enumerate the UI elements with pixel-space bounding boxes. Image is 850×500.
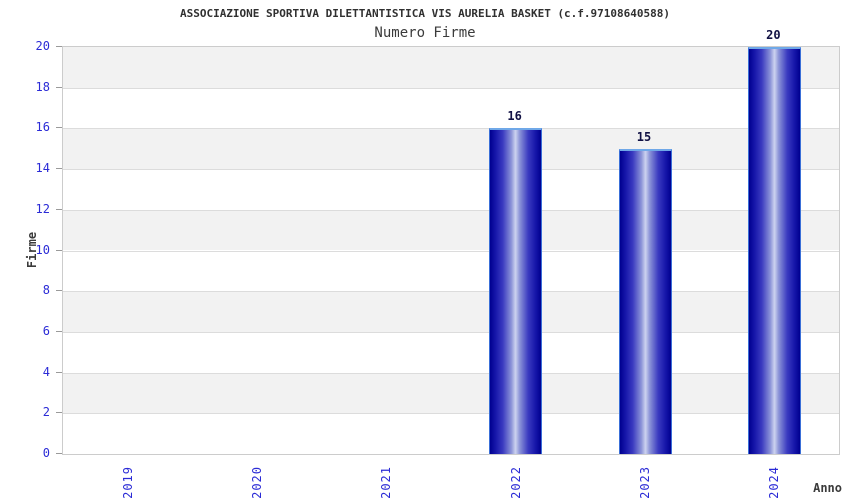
- y-tick-label-6: 6: [42, 323, 50, 338]
- x-tick-label-2021: 2021: [379, 466, 394, 499]
- y-tick-label-20: 20: [35, 39, 50, 53]
- bar-value-2024: 20: [766, 28, 781, 42]
- y-tick-mark-16: [56, 127, 62, 129]
- x-tick-label-2022: 2022: [508, 466, 523, 499]
- y-tick-label-8: 8: [42, 283, 50, 298]
- x-tick-label-2023: 2023: [638, 466, 652, 499]
- y-tick-mark-8: [56, 290, 62, 292]
- plot-band: [63, 128, 839, 170]
- y-tick-mark-2: [56, 412, 62, 414]
- bar-2022[interactable]: [489, 128, 543, 454]
- plot-band: [63, 209, 839, 251]
- y-tick-label-18: 18: [35, 79, 50, 94]
- y-tick-mark-14: [56, 168, 62, 170]
- y-tick-mark-6: [56, 330, 62, 332]
- y-tick-label-14: 14: [35, 161, 50, 176]
- plot-area: [62, 46, 840, 455]
- plot-band: [63, 372, 839, 414]
- y-tick-label-16: 16: [35, 120, 50, 135]
- gridline: [63, 88, 839, 89]
- chart-subtitle: Numero Firme: [374, 25, 476, 41]
- gridline: [63, 169, 839, 170]
- gridline: [63, 291, 839, 292]
- x-tick-label-2019: 2019: [120, 466, 135, 499]
- bar-value-2022: 16: [507, 109, 522, 124]
- gridline: [63, 128, 839, 129]
- plot-band: [63, 291, 839, 332]
- y-tick-mark-0: [56, 453, 62, 454]
- y-tick-label-12: 12: [35, 201, 50, 216]
- bar-value-2023: 15: [636, 129, 652, 144]
- y-tick-mark-18: [56, 86, 62, 88]
- y-tick-label-4: 4: [42, 364, 50, 379]
- y-tick-mark-4: [56, 371, 62, 373]
- x-tick-label-2020: 2020: [250, 466, 264, 499]
- gridline: [63, 251, 839, 252]
- y-tick-mark-20: [56, 46, 62, 47]
- y-tick-mark-10: [56, 249, 62, 251]
- x-axis-title: Anno: [813, 481, 842, 495]
- gridline: [63, 210, 839, 211]
- y-tick-label-2: 2: [42, 405, 50, 420]
- gridline: [63, 332, 839, 333]
- y-tick-label-10: 10: [35, 242, 50, 257]
- bar-2023[interactable]: [618, 148, 672, 454]
- plot-band: [63, 47, 839, 88]
- chart-title: ASSOCIAZIONE SPORTIVA DILETTANTISTICA VI…: [179, 7, 671, 20]
- y-tick-label-0: 0: [42, 446, 50, 460]
- gridline: [63, 373, 839, 374]
- bar-2024[interactable]: [747, 47, 801, 454]
- y-tick-mark-12: [56, 208, 62, 210]
- x-tick-label-2024: 2024: [767, 466, 782, 499]
- gridline: [63, 413, 839, 414]
